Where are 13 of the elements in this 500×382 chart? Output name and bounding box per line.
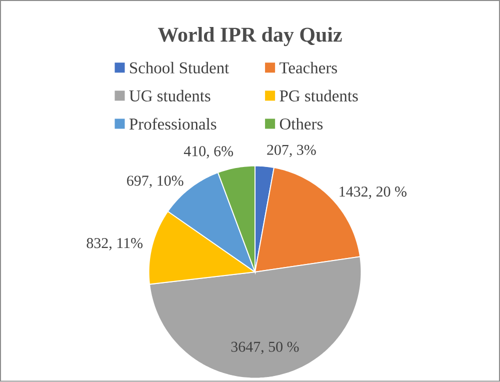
data-label: 832, 11% [86,238,143,250]
data-label: 697, 10% [127,176,184,188]
legend-label: UG students [129,90,210,102]
legend-label: Professionals [129,118,216,130]
data-label: 207, 3% [267,144,316,158]
chart-title: World IPR day Quiz [158,27,342,46]
data-label: 1432, 20 % [340,186,406,199]
data-label: 410, 6% [184,146,234,159]
legend-label: Teachers [280,62,337,74]
data-label: 3647, 50 % [231,342,299,354]
legend-label: School Student [130,62,230,74]
legend-label: Others [280,118,323,130]
legend-label: PG students [280,90,358,102]
